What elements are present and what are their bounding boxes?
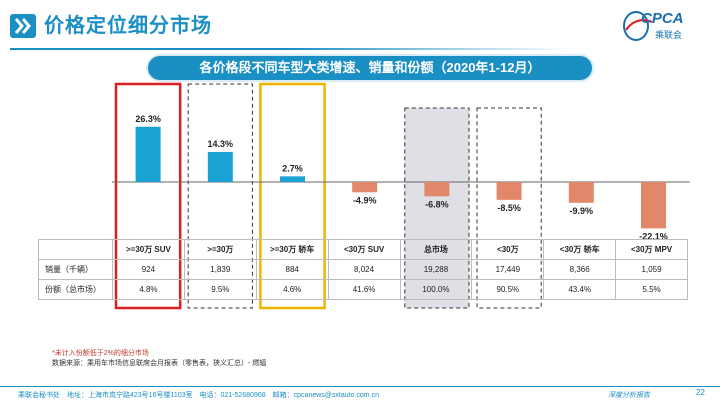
page-number: 22 [696,388,705,397]
note-threshold: *未计入份额低于2%的细分市场 [52,350,149,357]
data-label: 14.3% [208,139,234,149]
table-cell: 924 [112,259,185,280]
table-cell: 4.6% [255,279,329,300]
header: 价格定位细分市场 [10,12,570,50]
table-header: <30万 [471,239,545,260]
row-label: 销量（千辆） [38,259,113,280]
chart-bar [496,182,522,200]
chevron-double-icon [10,14,36,38]
table-cell: 17,449 [471,259,545,280]
data-label: -4.9% [353,195,377,205]
table-cell: 5.5% [615,279,688,300]
logo-subtitle: 乘联会 [655,30,683,40]
table-cell: 19,288 [399,259,473,280]
chart-banner: 各价格段不同车型大类增速、销量和份额（2020年1-12月） [148,56,592,80]
table-cell: 8,366 [543,259,617,280]
cpca-logo [623,11,653,41]
data-table: >=30万 SUV >=30万 >=30万 轿车 <30万 SUV 总市场 <3… [38,239,688,300]
chart-bar [352,182,378,193]
table-cell: 43.4% [543,279,617,300]
table-corner [38,239,113,260]
data-label: -22.1% [639,231,668,241]
table-cell: 100.0% [399,279,473,300]
footer-report-type: 深度分析报告 [608,392,650,399]
logo-text: CPCA [641,10,684,27]
table-cell: 4.8% [112,279,185,300]
table-cell: 1,059 [615,259,688,280]
chart-bar [280,176,305,182]
footer-contact: 乘联会秘书处 地址：上海市岚宁路423号16号楼1103室 电话：021-526… [18,392,379,399]
table-row: 份额（总市场） 4.8% 9.5% 4.6% 41.6% 100.0% 90.5… [38,279,688,300]
footer-divider [0,386,720,387]
table-header: >=30万 [183,239,257,260]
chart-bar [641,182,666,229]
data-label: -8.5% [497,203,521,213]
table-header-row: >=30万 SUV >=30万 >=30万 轿车 <30万 SUV 总市场 <3… [38,239,688,260]
footer: 乘联会秘书处 地址：上海市岚宁路423号16号楼1103室 电话：021-526… [0,386,720,405]
table-cell: 8,024 [327,259,401,280]
chart-title: 各价格段不同车型大类增速、销量和份额（2020年1-12月） [199,60,541,75]
table-header: >=30万 SUV [112,239,185,260]
table-cell: 9.5% [183,279,257,300]
highlight-box-dashed [476,107,542,309]
data-label: 2.7% [282,163,303,173]
chart-bar [424,182,450,197]
chart-bar [207,151,233,182]
row-label: 份额（总市场） [38,279,113,300]
data-label: -9.9% [570,206,594,216]
chart-bar [568,182,594,203]
page-title: 价格定位细分市场 [44,15,212,37]
note-source: 数据来源：乘用车市场信息联席会月报表（零售表，狭义汇总）- 燃辐 [52,360,267,367]
table-header: <30万 轿车 [543,239,617,260]
highlight-box-red [114,82,182,310]
table-header: <30万 MPV [615,239,688,260]
title-underline [10,48,570,50]
table-cell: 41.6% [327,279,401,300]
data-label: 26.3% [135,114,161,124]
table-cell: 884 [255,259,329,280]
table-header: <30万 SUV [327,239,401,260]
table-row: 销量（千辆） 924 1,839 884 8,024 19,288 17,449… [38,259,688,280]
table-header: 总市场 [399,239,473,260]
table-cell: 90.5% [471,279,545,300]
notes: *未计入份额低于2%的细分市场 数据来源：乘用车市场信息联席会月报表（零售表，狭… [52,349,266,369]
data-label: -6.8% [425,199,449,209]
table-header: >=30万 轿车 [255,239,329,260]
table-cell: 1,839 [183,259,257,280]
chart-bar [135,126,161,182]
highlight-box-dashed [187,83,253,309]
highlight-box-yellow [259,82,326,310]
